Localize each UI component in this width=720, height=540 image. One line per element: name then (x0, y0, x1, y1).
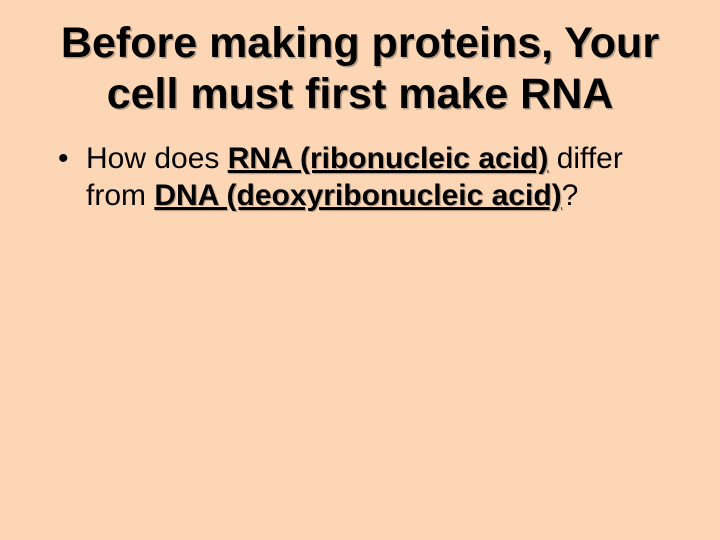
bullet-prefix: How does (86, 142, 228, 175)
bullet-item: • How does RNA (ribonucleic acid) differ… (58, 141, 686, 214)
slide-title: Before making proteins, Your cell must f… (34, 18, 686, 119)
slide: Before making proteins, Your cell must f… (0, 0, 720, 540)
title-line-2: cell must first make RNA (107, 70, 614, 118)
bullet-list: • How does RNA (ribonucleic acid) differ… (34, 141, 686, 214)
term-rna: RNA (ribonucleic acid) (228, 142, 549, 175)
term-dna: DNA (deoxyribonucleic acid) (154, 179, 561, 212)
bullet-suffix: ? (562, 179, 579, 212)
title-line-1: Before making proteins, Your (61, 19, 659, 67)
bullet-text: How does RNA (ribonucleic acid) differ f… (86, 141, 686, 214)
bullet-marker: • (58, 141, 86, 178)
